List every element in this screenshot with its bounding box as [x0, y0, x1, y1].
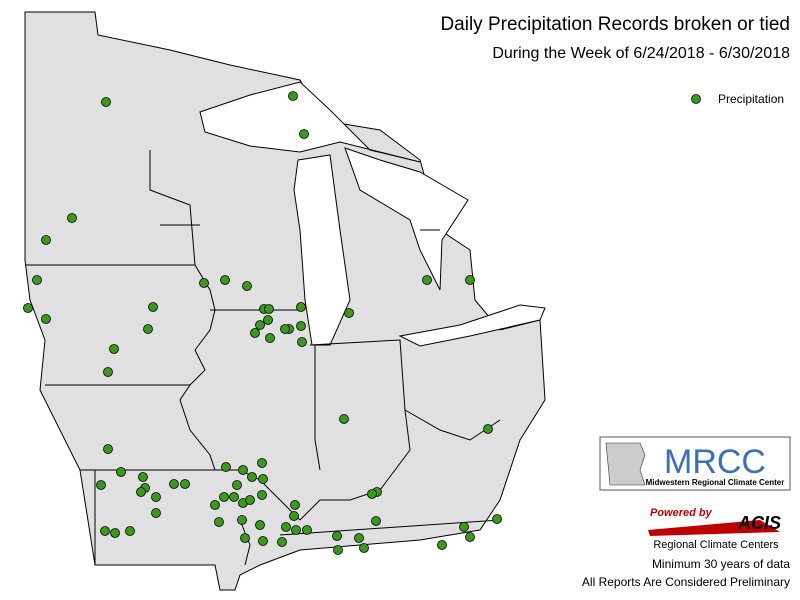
record-dot: [291, 525, 301, 535]
record-dot: [263, 315, 273, 325]
record-dot: [277, 537, 287, 547]
record-dot: [101, 97, 111, 107]
record-dot: [483, 424, 493, 434]
record-dot: [41, 314, 51, 324]
record-dot: [280, 324, 290, 334]
legend-label: Precipitation: [718, 92, 784, 106]
record-dot: [136, 487, 146, 497]
record-dot: [237, 515, 247, 525]
record-dot: [151, 492, 161, 502]
record-dot: [289, 511, 299, 521]
record-dot: [281, 522, 291, 532]
record-dot: [344, 308, 354, 318]
record-dot: [67, 213, 77, 223]
record-dot: [288, 91, 298, 101]
lake-michigan: [293, 154, 351, 346]
mrcc-name: MRCC: [664, 443, 766, 481]
record-dot: [255, 320, 265, 330]
record-dot: [339, 414, 349, 424]
record-dot: [359, 543, 369, 553]
record-dot: [109, 344, 119, 354]
record-dot: [238, 465, 248, 475]
record-dot: [96, 480, 106, 490]
mrcc-caption: Midwestern Regional Climate Center: [646, 478, 785, 487]
record-dot: [492, 514, 502, 524]
subtitle: During the Week of 6/24/2018 - 6/30/2018: [492, 45, 790, 62]
record-dot: [247, 472, 257, 482]
record-dot: [100, 526, 110, 536]
record-dot: [290, 500, 300, 510]
region-map: [24, 11, 546, 591]
record-dot: [297, 337, 307, 347]
record-dot: [422, 275, 432, 285]
record-dot: [465, 532, 475, 542]
record-dot: [240, 533, 250, 543]
mrcc-logo: MRCC Midwestern Regional Climate Center: [599, 436, 791, 491]
record-dot: [302, 525, 312, 535]
record-dot: [299, 129, 309, 139]
record-dot: [257, 458, 267, 468]
acis-caption: Regional Climate Centers: [653, 539, 779, 551]
record-dot: [465, 275, 475, 285]
acis-logo: Powered by ACIS Regional Climate Centers: [648, 507, 781, 551]
record-dot: [333, 545, 343, 555]
acis-swoosh: [648, 520, 780, 536]
record-dot: [265, 333, 275, 343]
record-dot: [255, 520, 265, 530]
record-dot: [296, 321, 306, 331]
record-dot: [257, 490, 267, 500]
acis-name: ACIS: [737, 513, 781, 533]
record-dots: [23, 91, 502, 555]
record-dot: [264, 304, 274, 314]
title: Daily Precipitation Records broken or ti…: [440, 14, 790, 35]
record-dot: [258, 536, 268, 546]
record-dot: [210, 500, 220, 510]
acis-powered: Powered by: [650, 507, 713, 519]
record-dot: [103, 367, 113, 377]
record-dot: [151, 508, 161, 518]
legend-dot: [691, 94, 701, 104]
record-dot: [371, 516, 381, 526]
record-dot: [219, 492, 229, 502]
record-dot: [180, 479, 190, 489]
lake-huron: [344, 147, 469, 291]
record-dot: [332, 531, 342, 541]
footer-note: All Reports Are Considered Preliminary: [582, 575, 790, 589]
record-dot: [169, 479, 179, 489]
record-dot: [138, 472, 148, 482]
record-dot: [242, 281, 252, 291]
record-dot: [23, 303, 33, 313]
record-dot: [232, 480, 242, 490]
record-dot: [32, 275, 42, 285]
record-dot: [103, 444, 113, 454]
record-dot: [296, 302, 306, 312]
lake-erie: [398, 304, 546, 347]
lake-superior: [199, 81, 421, 163]
record-dot: [41, 235, 51, 245]
record-dot: [116, 467, 126, 477]
record-dot: [258, 474, 268, 484]
footer-note: Minimum 30 years of data: [652, 557, 790, 571]
record-dot: [459, 522, 469, 532]
record-dot: [199, 278, 209, 288]
record-dot: [221, 462, 231, 472]
mrcc-map-icon: [605, 442, 646, 486]
record-dot: [229, 492, 239, 502]
record-dot: [367, 489, 377, 499]
record-dot: [250, 328, 260, 338]
record-dot: [110, 528, 120, 538]
record-dot: [148, 302, 158, 312]
record-dot: [437, 540, 447, 550]
record-dot: [220, 275, 230, 285]
record-dot: [214, 517, 224, 527]
record-dot: [125, 526, 135, 536]
record-dot: [245, 495, 255, 505]
record-dot: [143, 324, 153, 334]
record-dot: [354, 533, 364, 543]
